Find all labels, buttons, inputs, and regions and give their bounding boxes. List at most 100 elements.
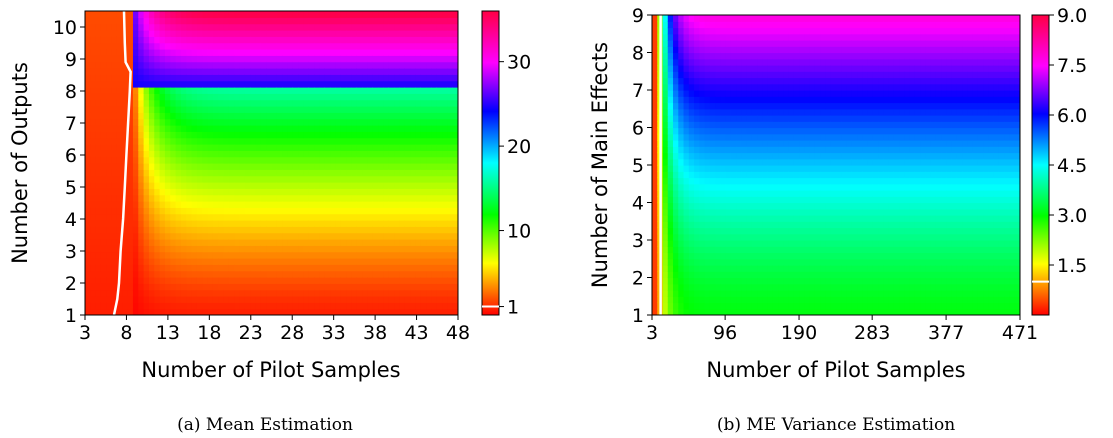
heatmap-cell — [767, 15, 774, 22]
heatmap-cell — [709, 240, 716, 247]
heatmap-cell — [442, 169, 448, 177]
heatmap-cell — [362, 144, 369, 151]
heatmap-cell — [715, 90, 721, 97]
heatmap-cell — [820, 221, 827, 229]
heatmap-cell — [783, 133, 790, 141]
heatmap-cell — [372, 251, 379, 259]
heatmap-cell — [709, 46, 716, 54]
heatmap-cell — [652, 165, 658, 172]
heatmap-cell — [351, 188, 358, 196]
heatmap-cell — [260, 296, 267, 303]
heatmap-cell — [410, 68, 416, 75]
heatmap-cell — [442, 93, 448, 101]
heatmap-cell — [356, 55, 363, 63]
heatmap-cell — [431, 201, 438, 208]
heatmap-cell — [820, 233, 827, 241]
heatmap-cell — [730, 258, 737, 266]
heatmap-cell — [704, 152, 711, 160]
heatmap-cell — [788, 108, 795, 116]
heatmap-cell — [196, 11, 203, 18]
heatmap-cell — [298, 42, 305, 50]
heatmap-cell — [335, 87, 342, 94]
heatmap-cell — [202, 17, 209, 25]
heatmap-cell — [662, 108, 669, 116]
heatmap-cell — [404, 150, 411, 158]
heatmap-cell — [138, 49, 145, 56]
heatmap-cell — [186, 201, 193, 208]
heatmap-cell — [351, 169, 358, 177]
heatmap-cell — [324, 112, 331, 120]
heatmap-cell — [138, 74, 145, 82]
heatmap-cell — [762, 202, 769, 210]
heatmap-cell — [116, 296, 123, 303]
heatmap-cell — [683, 221, 690, 229]
heatmap-cell — [730, 302, 737, 310]
heatmap-cell — [330, 277, 337, 284]
heatmap-cell — [804, 102, 811, 110]
heatmap-cell — [772, 83, 779, 91]
heatmap-cell — [667, 215, 674, 222]
heatmap-cell — [404, 131, 411, 139]
heatmap-cell — [699, 77, 706, 85]
heatmap-cell — [699, 33, 706, 41]
heatmap-cell — [362, 175, 369, 183]
heatmap-cell — [793, 58, 800, 66]
heatmap-cell — [746, 46, 753, 54]
heatmap-cell — [212, 251, 219, 259]
heatmap-cell — [809, 240, 816, 247]
heatmap-cell — [783, 183, 790, 191]
heatmap-cell — [820, 58, 827, 66]
heatmap-cell — [106, 226, 113, 234]
heatmap-cell — [218, 55, 225, 63]
heatmap-cell — [218, 125, 225, 132]
heatmap-cell — [180, 99, 187, 107]
heatmap-cell — [330, 30, 337, 37]
heatmap-cell — [667, 152, 674, 160]
heatmap-cell — [90, 251, 97, 259]
heatmap-cell — [255, 226, 262, 234]
heatmap-cell — [303, 270, 310, 278]
heatmap-cell — [772, 240, 779, 247]
heatmap-cell — [196, 137, 203, 145]
heatmap-cell — [452, 87, 458, 94]
heatmap-cell — [132, 258, 139, 265]
heatmap-cell — [212, 258, 219, 265]
heatmap-cell — [287, 232, 294, 240]
heatmap-cell — [127, 251, 134, 259]
heatmap-cell — [106, 150, 113, 158]
heatmap-cell — [442, 175, 448, 183]
heatmap-cell — [335, 175, 342, 183]
heatmap-cell — [436, 106, 443, 113]
heatmap-cell — [814, 302, 821, 310]
heatmap-cell — [720, 171, 727, 179]
heatmap-cell — [673, 265, 679, 272]
heatmap-cell — [282, 258, 289, 265]
heatmap-cell — [212, 302, 219, 310]
heatmap-cell — [335, 283, 342, 291]
heatmap-cell — [244, 17, 251, 25]
heatmap-cell — [260, 175, 267, 183]
heatmap-cell — [367, 144, 374, 151]
heatmap-cell — [271, 270, 278, 278]
heatmap-cell — [709, 27, 716, 35]
heatmap-cell — [127, 182, 134, 189]
heatmap-cell — [127, 308, 134, 315]
heatmap-cell — [159, 93, 166, 101]
heatmap-cell — [383, 264, 390, 272]
heatmap-cell — [388, 201, 395, 208]
heatmap-cell — [452, 156, 458, 164]
heatmap-cell — [116, 68, 123, 75]
heatmap-cell — [314, 213, 321, 221]
heatmap-cell — [234, 277, 241, 284]
heatmap-cell — [678, 165, 685, 172]
heatmap-cell — [762, 90, 769, 97]
heatmap-cell — [741, 221, 748, 229]
heatmap-cell — [330, 23, 337, 31]
heatmap-cell — [730, 177, 737, 185]
heatmap-cell — [694, 65, 700, 72]
heatmap-cell — [699, 27, 706, 35]
heatmap-cell — [202, 258, 209, 265]
heatmap-cell — [223, 106, 230, 113]
heatmap-cell — [741, 296, 748, 304]
heatmap-cell — [100, 296, 107, 303]
